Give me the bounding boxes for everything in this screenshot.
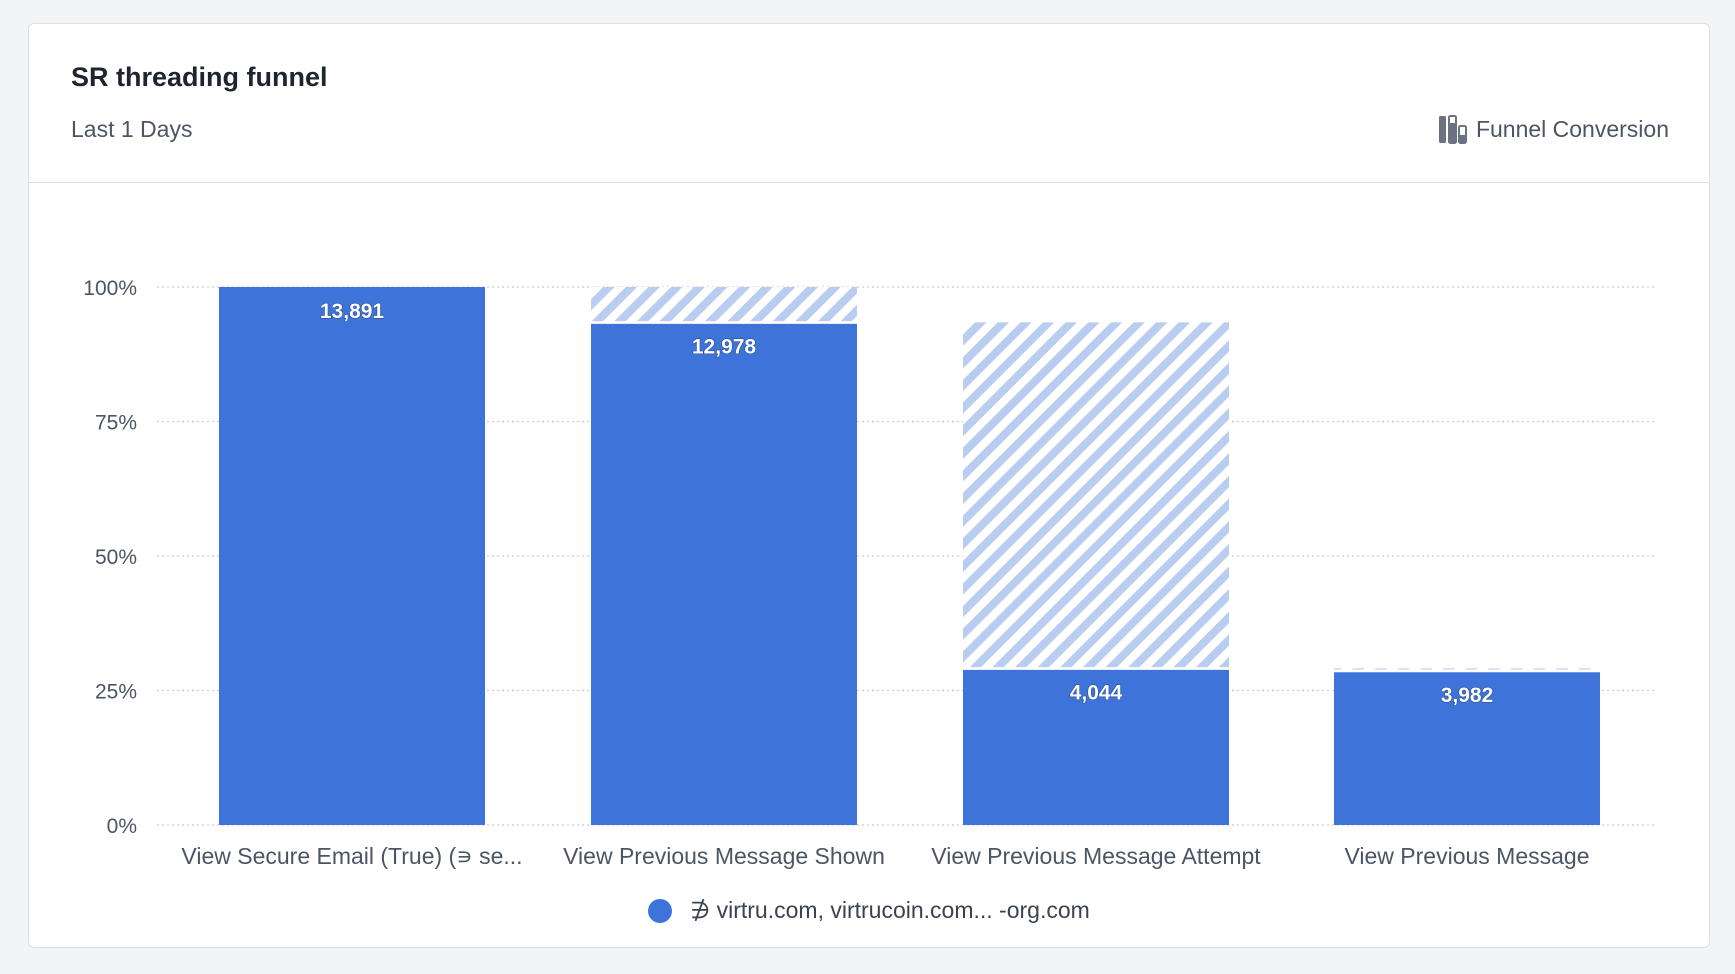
- chart-title: SR threading funnel: [71, 62, 328, 92]
- chart-legend: ∌ virtru.com, virtrucoin.com... -org.com: [29, 897, 1709, 924]
- x-category-label: View Previous Message Attempt: [931, 843, 1261, 869]
- y-tick-label: 75%: [95, 412, 137, 435]
- chart-type-label: Funnel Conversion: [1475, 115, 1669, 142]
- chart-card: SR threading funnel Last 1 Days Funnel C…: [28, 23, 1710, 948]
- chart-type-selector[interactable]: Funnel Conversion: [1438, 114, 1669, 144]
- funnel-bars-icon: [1438, 114, 1468, 144]
- y-tick-label: 25%: [95, 681, 137, 704]
- bar-value-label: 4,044: [1070, 681, 1123, 704]
- legend-swatch[interactable]: [648, 898, 673, 923]
- x-category-label: View Secure Email (True) (∍ se...: [181, 843, 522, 869]
- date-range-label: Last 1 Days: [71, 116, 193, 142]
- funnel-bar[interactable]: [219, 287, 485, 825]
- funnel-bar[interactable]: [591, 323, 857, 825]
- funnel-bar[interactable]: [1334, 672, 1600, 825]
- bar-value-label: 13,891: [320, 300, 385, 323]
- dropoff-segment[interactable]: [591, 287, 857, 323]
- funnel-bar[interactable]: [963, 669, 1229, 825]
- funnel-chart: 0% 25% 50% 75% 100% 13,891 View Secure Email …: [83, 277, 1654, 869]
- bar-value-label: 3,982: [1441, 684, 1494, 707]
- card-header: SR threading funnel Last 1 Days Funnel C…: [29, 24, 1709, 183]
- legend-label: ∌ virtru.com, virtrucoin.com... -org.com: [690, 897, 1090, 923]
- bar-value-label: 12,978: [692, 335, 757, 358]
- y-tick-label: 50%: [95, 546, 137, 569]
- x-category-label: View Previous Message Shown: [563, 843, 885, 869]
- dropoff-segment[interactable]: [963, 322, 1229, 669]
- x-category-label: View Previous Message: [1344, 843, 1589, 869]
- y-tick-label: 0%: [107, 815, 137, 838]
- y-tick-label: 100%: [83, 277, 137, 300]
